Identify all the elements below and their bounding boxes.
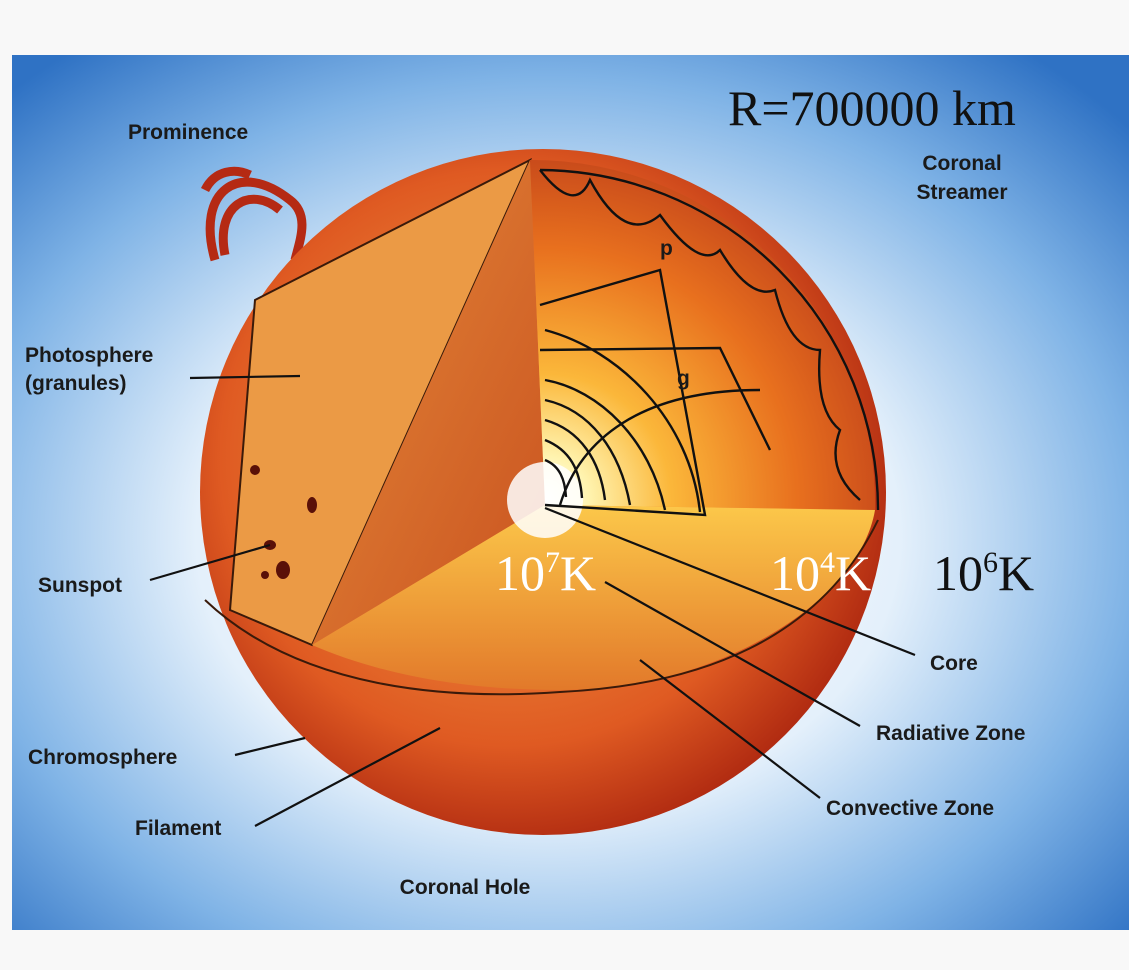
diagram: Prominence Coronal Streamer Photosphere … — [0, 0, 1129, 970]
temperature-exponent: 4 — [820, 546, 835, 579]
coronal-streamer-label: Streamer — [916, 181, 1007, 204]
temperature-base: 10 — [495, 545, 545, 601]
prominence-label: Prominence — [128, 121, 248, 144]
filament-label: Filament — [135, 817, 221, 840]
convective-zone-label: Convective Zone — [826, 797, 994, 820]
page: {"radius_label": "R=700000 km", "labels"… — [0, 0, 1129, 970]
coronal-streamer-label: Coronal — [922, 152, 1001, 175]
chromosphere-label: Chromosphere — [28, 746, 177, 769]
sunspot-label: Sunspot — [38, 574, 122, 597]
photosphere-label: Photosphere — [25, 344, 153, 367]
temperature-exponent: 7 — [545, 546, 560, 579]
photosphere-label: (granules) — [25, 372, 127, 395]
core-label: Core — [930, 652, 978, 675]
g-mode-label: g — [677, 367, 690, 390]
coronal-hole-label: Coronal Hole — [400, 876, 531, 899]
p-mode-label: p — [660, 237, 673, 260]
radiative-zone-label: Radiative Zone — [876, 722, 1025, 745]
core-glow — [507, 462, 583, 538]
radius-label: R=700000 km — [728, 80, 1016, 136]
temperature-unit: K — [835, 545, 871, 601]
temperature-base: 10 — [770, 545, 820, 601]
temperature-exponent: 6 — [983, 546, 998, 579]
temperature-unit: K — [560, 545, 596, 601]
temperature-base: 10 — [933, 545, 983, 601]
temperature-unit: K — [998, 545, 1034, 601]
